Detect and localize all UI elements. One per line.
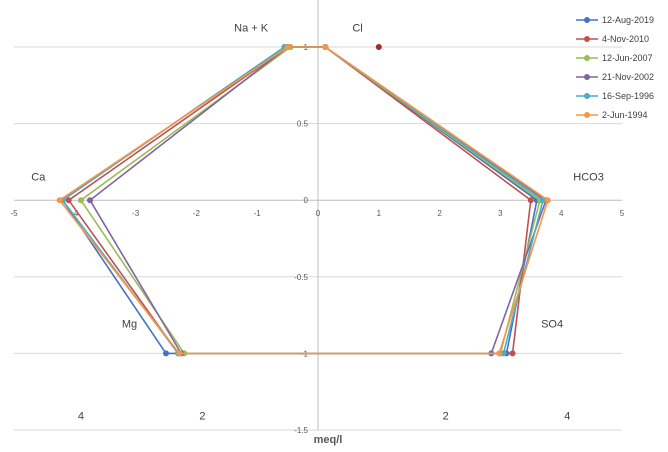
legend-item: 21-Nov-2002 — [576, 72, 654, 82]
legend: 12-Aug-2019 4-Nov-2010 12-Jun-2007 21-Nov-2… — [576, 15, 654, 120]
x-tick-label: 2 — [437, 209, 442, 218]
x-tick-label: -3 — [132, 209, 140, 218]
ion-label: Mg — [122, 318, 137, 330]
x-axis-label: meq/l — [314, 434, 343, 446]
data-point — [56, 197, 63, 204]
x-tick-label: -4 — [71, 209, 79, 218]
data-point — [496, 350, 503, 357]
data-point — [77, 197, 84, 204]
axes — [14, 0, 622, 430]
legend-item: 12-Aug-2019 — [576, 15, 654, 25]
data-point — [65, 197, 72, 204]
scale-label: 2 — [443, 410, 449, 422]
legend-item: 12-Jun-2007 — [576, 53, 653, 63]
legend-label: 12-Jun-2007 — [602, 53, 653, 63]
ion-label: Na + K — [234, 23, 269, 35]
scale-label: 2 — [199, 410, 205, 422]
x-tick-label: -5 — [10, 209, 18, 218]
data-point — [176, 350, 183, 357]
series-group — [56, 44, 551, 357]
x-tick-label: -2 — [193, 209, 201, 218]
data-point — [527, 197, 534, 204]
scale-label: 4 — [564, 410, 570, 422]
ion-labels: Na + K Cl Ca HCO3 Mg SO4 4 2 2 4 — [31, 23, 604, 423]
x-tick-label: -1 — [254, 209, 262, 218]
x-tick-label: 4 — [559, 209, 564, 218]
y-tick-label: -0.5 — [294, 273, 308, 282]
legend-label: 12-Aug-2019 — [602, 15, 654, 25]
legend-marker — [584, 74, 590, 80]
data-point — [284, 44, 291, 50]
series-2-Jun-1994 — [56, 44, 551, 357]
legend-item: 16-Sep-1996 — [576, 91, 654, 101]
x-tick-label: 1 — [377, 209, 382, 218]
legend-label: 4-Nov-2010 — [602, 34, 649, 44]
ion-label: Ca — [31, 171, 46, 183]
ion-label: HCO3 — [573, 171, 604, 183]
legend-marker — [584, 55, 590, 61]
x-tick-label: 3 — [498, 209, 503, 218]
legend-label: 21-Nov-2002 — [602, 72, 654, 82]
data-point — [375, 44, 382, 50]
legend-item: 2-Jun-1994 — [576, 110, 648, 120]
legend-label: 2-Jun-1994 — [602, 110, 648, 120]
data-point — [322, 44, 329, 50]
legend-marker — [584, 112, 590, 118]
data-point — [87, 197, 93, 204]
legend-marker — [584, 17, 590, 23]
legend-marker — [584, 93, 590, 99]
data-point — [509, 350, 516, 357]
legend-marker — [584, 36, 590, 42]
legend-item: 4-Nov-2010 — [576, 34, 649, 44]
y-tick-label: -1.5 — [294, 426, 308, 435]
y-tick-label: 0.5 — [297, 120, 309, 129]
data-point — [163, 350, 169, 357]
data-point — [544, 197, 551, 204]
y-tick-label: 0 — [304, 196, 309, 205]
legend-label: 16-Sep-1996 — [602, 91, 654, 101]
x-tick-label: 0 — [316, 209, 321, 218]
ion-label: Cl — [352, 23, 362, 35]
ion-label: SO4 — [541, 318, 563, 330]
scale-label: 4 — [78, 410, 84, 422]
data-point — [500, 350, 507, 357]
x-tick-label: 5 — [620, 209, 625, 218]
